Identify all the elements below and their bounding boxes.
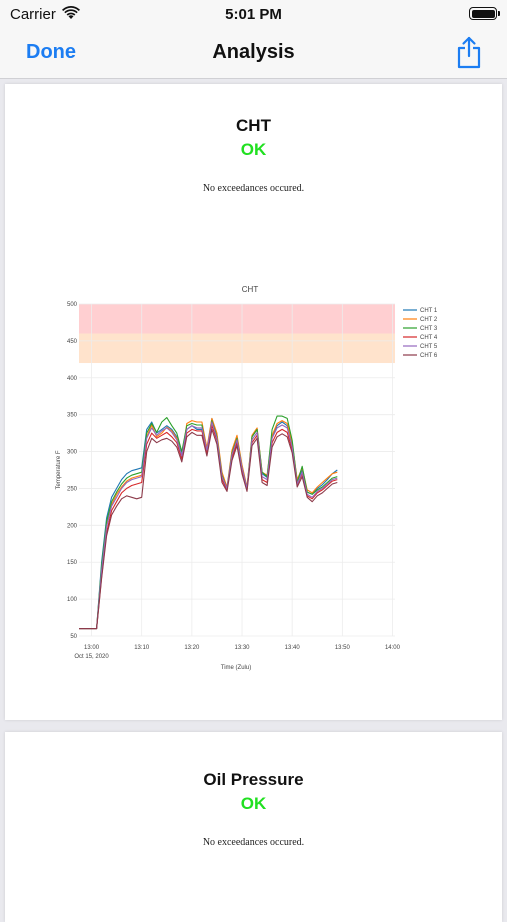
oil-pressure-section-card: Oil Pressure OK No exceedances occured. [5, 732, 502, 922]
y-tick-label: 50 [70, 634, 77, 640]
chart-title: CHT [242, 285, 259, 294]
x-tick-date-label: Oct 15, 2020 [74, 654, 109, 660]
legend-label: CHT 4 [420, 335, 438, 341]
exceedance-band-2 [79, 333, 395, 364]
section-title: Oil Pressure [203, 770, 304, 789]
status-bar: Carrier 5:01 PM [0, 0, 507, 30]
legend-label: CHT 6 [420, 353, 438, 359]
wifi-icon [62, 6, 80, 19]
x-axis-label: Time (Zulu) [221, 665, 251, 671]
x-tick-label: 13:30 [235, 645, 251, 651]
share-icon[interactable] [455, 36, 483, 70]
cht-section-card: CHT OK No exceedances occured. CHT 50 100… [5, 84, 502, 720]
carrier-label: Carrier [10, 6, 56, 23]
clock-label: 5:01 PM [225, 6, 282, 23]
y-tick-label: 100 [67, 597, 78, 603]
x-tick-label: 13:40 [285, 645, 301, 651]
section-title: CHT [236, 116, 271, 135]
section-status: OK [240, 794, 267, 813]
y-tick-label: 500 [67, 302, 78, 308]
x-tick-label: 13:20 [184, 645, 200, 651]
x-tick-label: 13:10 [134, 645, 150, 651]
y-tick-label: 350 [67, 413, 78, 419]
series-line-cht-6 [79, 428, 338, 630]
y-tick-label: 400 [67, 376, 78, 382]
y-tick-label: 200 [67, 523, 78, 529]
navigation-bar: Done Analysis [0, 30, 507, 79]
legend-label: CHT 2 [420, 317, 438, 323]
x-tick-label: 13:50 [335, 645, 351, 651]
y-tick-label: 300 [67, 450, 78, 456]
page-title: Analysis [212, 41, 295, 63]
series-line-cht-5 [79, 421, 338, 630]
battery-icon [469, 7, 500, 20]
x-tick-label: 14:00 [385, 645, 401, 651]
y-tick-label: 150 [67, 560, 78, 566]
legend-label: CHT 3 [420, 326, 438, 332]
y-tick-label: 250 [67, 486, 78, 492]
done-button[interactable]: Done [26, 41, 76, 63]
cht-line-chart: CHT 50 100 150 200 250 300 350 400 450 500 13:00 1… [56, 285, 438, 671]
section-note: No exceedances occured. [202, 183, 305, 194]
y-tick-label: 450 [67, 339, 78, 345]
exceedance-band-1 [79, 304, 395, 334]
legend-label: CHT 5 [420, 344, 438, 350]
legend-label: CHT 1 [420, 308, 438, 314]
y-axis-label: Temperature F [56, 450, 62, 489]
section-note: No exceedances occured. [202, 837, 305, 848]
section-status: OK [240, 140, 267, 159]
x-tick-label: 13:00 [84, 645, 100, 651]
series-line-cht-4 [79, 425, 338, 630]
